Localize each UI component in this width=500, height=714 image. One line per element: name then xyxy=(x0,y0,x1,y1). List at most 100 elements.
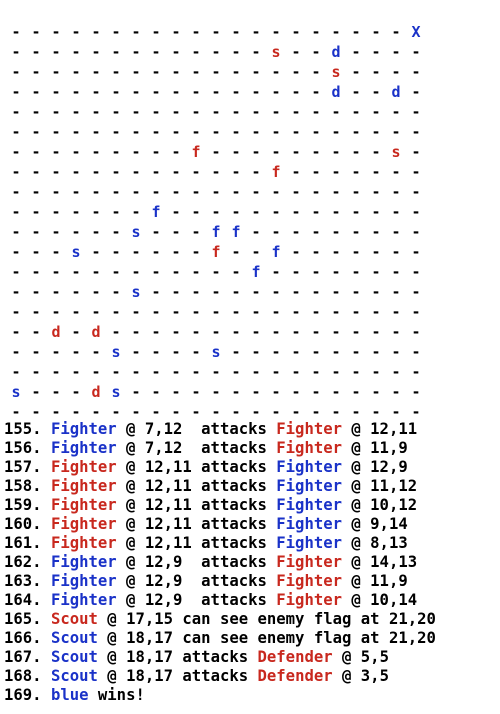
empty-cell: - xyxy=(206,323,226,341)
empty-cell: - xyxy=(266,63,286,81)
log-line: 160. Fighter @ 12,11 attacks Fighter @ 9… xyxy=(4,515,498,534)
empty-cell: - xyxy=(186,383,206,401)
empty-cell: - xyxy=(286,63,306,81)
empty-cell: - xyxy=(366,123,386,141)
empty-cell: - xyxy=(166,163,186,181)
log-line: 167. Scout @ 18,17 attacks Defender @ 5,… xyxy=(4,648,498,667)
empty-cell: - xyxy=(286,383,306,401)
empty-cell: - xyxy=(266,203,286,221)
empty-cell: - xyxy=(126,303,146,321)
empty-cell: - xyxy=(406,223,426,241)
empty-cell: - xyxy=(286,363,306,381)
empty-cell: - xyxy=(186,403,206,421)
flag-piece: X xyxy=(406,23,426,41)
empty-cell: - xyxy=(26,143,46,161)
empty-cell: - xyxy=(386,383,406,401)
empty-cell: - xyxy=(226,403,246,421)
empty-cell: - xyxy=(146,283,166,301)
log-line: 168. Scout @ 18,17 attacks Defender @ 3,… xyxy=(4,667,498,686)
log-text: 160. xyxy=(4,515,51,533)
empty-cell: - xyxy=(86,123,106,141)
empty-cell: - xyxy=(326,243,346,261)
empty-cell: - xyxy=(46,43,66,61)
empty-cell: - xyxy=(106,123,126,141)
empty-cell: - xyxy=(366,163,386,181)
empty-cell: - xyxy=(86,243,106,261)
empty-cell: - xyxy=(86,63,106,81)
scout-piece: s xyxy=(106,343,126,361)
empty-cell: - xyxy=(366,83,386,101)
empty-cell: - xyxy=(286,283,306,301)
empty-cell: - xyxy=(366,303,386,321)
empty-cell: - xyxy=(86,303,106,321)
empty-cell: - xyxy=(166,323,186,341)
empty-cell: - xyxy=(226,103,246,121)
log-text: @ 12,9 attacks xyxy=(117,553,277,571)
empty-cell: - xyxy=(146,263,166,281)
empty-cell: - xyxy=(126,103,146,121)
empty-cell: - xyxy=(6,123,26,141)
empty-cell: - xyxy=(86,223,106,241)
empty-cell: - xyxy=(66,43,86,61)
empty-cell: - xyxy=(146,383,166,401)
empty-cell: - xyxy=(6,103,26,121)
empty-cell: - xyxy=(366,383,386,401)
empty-cell: - xyxy=(186,283,206,301)
fighter-piece: f xyxy=(186,143,206,161)
empty-cell: - xyxy=(406,363,426,381)
empty-cell: - xyxy=(206,103,226,121)
empty-cell: - xyxy=(366,403,386,421)
empty-cell: - xyxy=(386,103,406,121)
empty-cell: - xyxy=(166,23,186,41)
log-unit-blue: Fighter xyxy=(51,572,117,590)
empty-cell: - xyxy=(66,363,86,381)
empty-cell: - xyxy=(6,263,26,281)
log-text: @ 7,12 attacks xyxy=(117,420,277,438)
empty-cell: - xyxy=(306,183,326,201)
empty-cell: - xyxy=(66,63,86,81)
empty-cell: - xyxy=(286,223,306,241)
empty-cell: - xyxy=(66,83,86,101)
empty-cell: - xyxy=(66,303,86,321)
empty-cell: - xyxy=(26,63,46,81)
empty-cell: - xyxy=(286,143,306,161)
empty-cell: - xyxy=(166,223,186,241)
empty-cell: - xyxy=(346,343,366,361)
empty-cell: - xyxy=(246,283,266,301)
empty-cell: - xyxy=(226,83,246,101)
scout-piece: s xyxy=(106,383,126,401)
empty-cell: - xyxy=(246,383,266,401)
log-text: @ 12,11 attacks xyxy=(117,477,277,495)
empty-cell: - xyxy=(286,83,306,101)
empty-cell: - xyxy=(146,63,166,81)
empty-cell: - xyxy=(206,403,226,421)
empty-cell: - xyxy=(386,23,406,41)
empty-cell: - xyxy=(146,223,166,241)
log-unit-red: Fighter xyxy=(51,534,117,552)
empty-cell: - xyxy=(146,403,166,421)
empty-cell: - xyxy=(66,143,86,161)
empty-cell: - xyxy=(226,163,246,181)
empty-cell: - xyxy=(306,363,326,381)
log-unit-blue: Fighter xyxy=(276,515,342,533)
empty-cell: - xyxy=(366,223,386,241)
empty-cell: - xyxy=(86,103,106,121)
fighter-piece: f xyxy=(206,223,226,241)
empty-cell: - xyxy=(66,103,86,121)
empty-cell: - xyxy=(146,183,166,201)
empty-cell: - xyxy=(226,263,246,281)
empty-cell: - xyxy=(366,43,386,61)
log-text: 168. xyxy=(4,667,51,685)
empty-cell: - xyxy=(86,43,106,61)
log-unit-red: Scout xyxy=(51,610,98,628)
empty-cell: - xyxy=(406,203,426,221)
empty-cell: - xyxy=(406,183,426,201)
empty-cell: - xyxy=(46,103,66,121)
empty-cell: - xyxy=(166,263,186,281)
empty-cell: - xyxy=(266,343,286,361)
log-text: 158. xyxy=(4,477,51,495)
empty-cell: - xyxy=(166,83,186,101)
empty-cell: - xyxy=(166,243,186,261)
empty-cell: - xyxy=(326,103,346,121)
empty-cell: - xyxy=(166,283,186,301)
